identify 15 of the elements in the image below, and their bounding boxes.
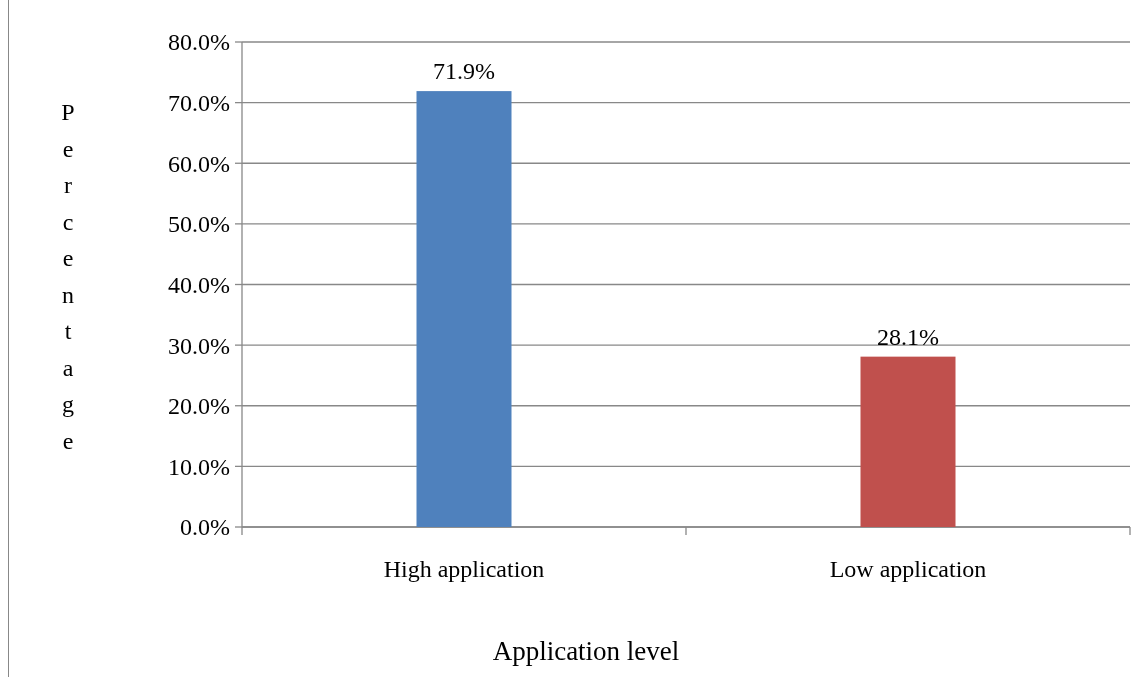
y-tick-label: 50.0%: [168, 211, 230, 238]
y-tick-label: 20.0%: [168, 393, 230, 420]
x-tick-label: High application: [383, 556, 545, 582]
y-tick-label: 30.0%: [168, 332, 230, 359]
y-tick-label: 60.0%: [168, 150, 230, 177]
x-axis-title: Application level: [492, 636, 680, 666]
data-label: 71.9%: [433, 58, 495, 85]
data-label: 28.1%: [877, 323, 939, 350]
y-tick-label: 0.0%: [180, 514, 230, 541]
x-tick-label: Low application: [829, 556, 987, 582]
text: Percentage: [61, 99, 75, 454]
y-tick-label: 80.0%: [168, 29, 230, 56]
y-tick-label: 10.0%: [168, 453, 230, 480]
y-tick-label: 70.0%: [168, 90, 230, 117]
y-tick-label: 40.0%: [168, 271, 230, 298]
